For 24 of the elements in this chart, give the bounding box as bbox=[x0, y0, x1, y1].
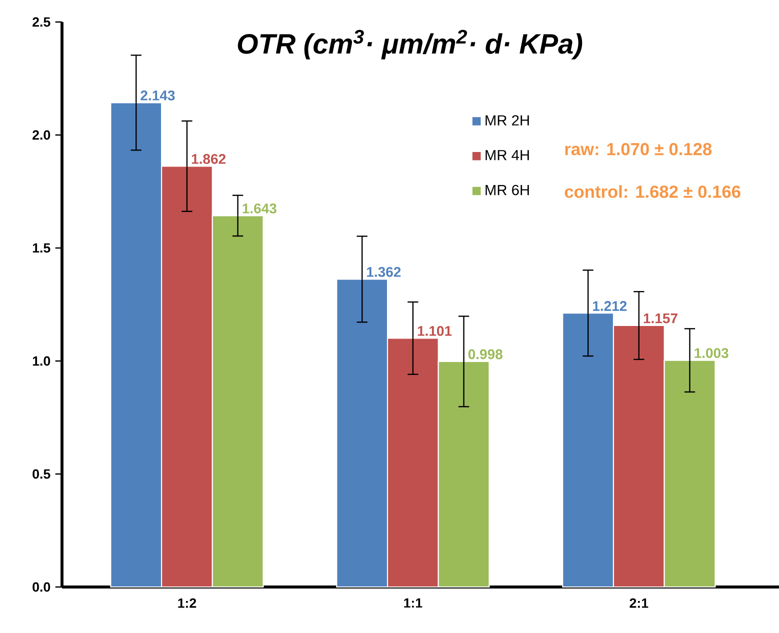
data-label: 1.362 bbox=[367, 267, 401, 277]
legend-label: MR 2H bbox=[486, 115, 529, 126]
data-label: 0.998 bbox=[468, 349, 502, 360]
y-tick-label: 0.0 bbox=[32, 582, 50, 592]
legend-label: MR 6H bbox=[486, 184, 529, 196]
data-label: 1.212 bbox=[593, 301, 627, 311]
data-label: 1.003 bbox=[694, 348, 728, 358]
annotation: raw: 1.070 ± 0.128 bbox=[565, 142, 712, 156]
x-tick-label: 1:2 bbox=[178, 598, 196, 608]
data-label: 1.101 bbox=[418, 326, 452, 336]
y-tick-label: 1.5 bbox=[32, 243, 50, 253]
y-tick-label: 2.5 bbox=[32, 17, 50, 27]
x-tick-label: 2:1 bbox=[630, 598, 648, 608]
annotation: control: 1.682 ± 0.166 bbox=[564, 185, 740, 198]
y-tick-label: 0.5 bbox=[32, 469, 50, 479]
data-label: 1.862 bbox=[192, 154, 226, 164]
data-label: 1.643 bbox=[242, 203, 276, 214]
legend-label: MR 4H bbox=[486, 150, 529, 160]
y-tick-label: 1.0 bbox=[32, 356, 50, 366]
chart-title: OTR (cm$^{3}$· μm/m$^{2}$· d· KPa) bbox=[238, 30, 582, 60]
x-tick-label: 1:1 bbox=[404, 598, 422, 608]
data-label: 2.143 bbox=[140, 90, 175, 100]
y-tick-label: 2.0 bbox=[32, 130, 50, 140]
data-label: 1.157 bbox=[644, 313, 678, 324]
